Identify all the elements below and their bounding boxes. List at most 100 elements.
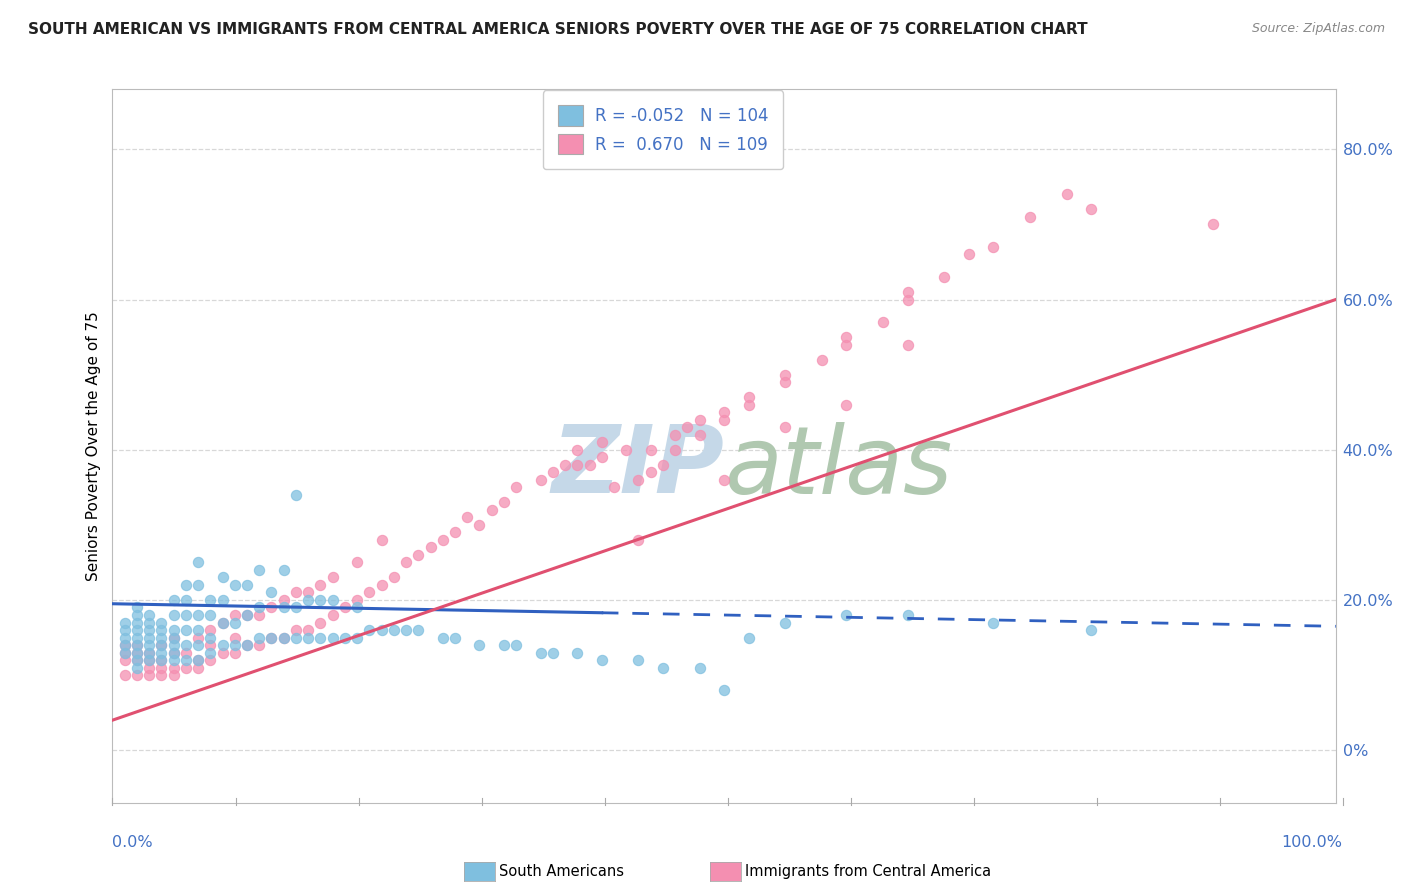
Point: [174, 646, 197, 660]
Point: [627, 533, 650, 547]
Point: [627, 653, 650, 667]
Point: [125, 638, 148, 652]
Point: [187, 660, 209, 674]
Point: [138, 653, 160, 667]
Point: [957, 247, 980, 261]
Point: [247, 600, 270, 615]
Point: [713, 413, 735, 427]
Point: [297, 623, 319, 637]
Point: [333, 631, 356, 645]
Point: [260, 600, 283, 615]
Point: [529, 646, 551, 660]
Point: [1018, 210, 1040, 224]
Point: [260, 631, 283, 645]
Point: [689, 660, 711, 674]
Y-axis label: Seniors Poverty Over the Age of 75: Seniors Poverty Over the Age of 75: [86, 311, 101, 581]
Point: [163, 668, 186, 682]
Point: [346, 593, 368, 607]
Point: [187, 653, 209, 667]
Point: [737, 631, 759, 645]
Point: [382, 570, 405, 584]
Point: [125, 646, 148, 660]
Point: [224, 638, 246, 652]
Point: [125, 668, 148, 682]
Point: [775, 420, 797, 434]
Point: [125, 623, 148, 637]
Point: [578, 458, 600, 472]
Point: [150, 653, 173, 667]
Point: [408, 548, 430, 562]
Point: [1080, 202, 1102, 217]
Point: [664, 442, 686, 457]
Point: [150, 668, 173, 682]
Point: [689, 413, 711, 427]
Point: [505, 638, 527, 652]
Point: [432, 533, 454, 547]
Point: [273, 593, 295, 607]
Point: [897, 285, 920, 299]
Point: [200, 646, 222, 660]
Point: [174, 578, 197, 592]
Point: [346, 631, 368, 645]
Point: [200, 623, 222, 637]
Point: [284, 488, 308, 502]
Point: [713, 473, 735, 487]
Point: [897, 293, 920, 307]
Point: [273, 631, 295, 645]
Point: [150, 615, 173, 630]
Point: [322, 570, 344, 584]
Point: [775, 368, 797, 382]
Point: [114, 615, 136, 630]
Point: [309, 593, 332, 607]
Point: [174, 607, 197, 622]
Point: [150, 638, 173, 652]
Point: [835, 330, 858, 344]
Text: ZIP: ZIP: [551, 421, 724, 514]
Point: [163, 638, 186, 652]
Point: [138, 623, 160, 637]
Point: [591, 653, 613, 667]
Point: [541, 465, 564, 479]
Point: [737, 390, 759, 404]
Point: [591, 450, 613, 465]
Point: [432, 631, 454, 645]
Point: [468, 638, 491, 652]
Point: [125, 600, 148, 615]
Point: [627, 473, 650, 487]
Text: atlas: atlas: [724, 422, 952, 513]
Point: [322, 607, 344, 622]
Point: [689, 427, 711, 442]
Point: [150, 638, 173, 652]
Point: [163, 593, 186, 607]
Point: [224, 607, 246, 622]
Point: [468, 517, 491, 532]
Point: [224, 631, 246, 645]
Point: [138, 638, 160, 652]
Point: [652, 458, 675, 472]
Point: [370, 533, 392, 547]
Point: [591, 435, 613, 450]
Point: [125, 653, 148, 667]
Point: [163, 631, 186, 645]
Point: [652, 660, 675, 674]
Legend: R = -0.052   N = 104, R =  0.670   N = 109: R = -0.052 N = 104, R = 0.670 N = 109: [543, 90, 783, 169]
Point: [309, 631, 332, 645]
Point: [456, 510, 478, 524]
Point: [163, 660, 186, 674]
Point: [737, 398, 759, 412]
Point: [664, 427, 686, 442]
Point: [897, 607, 920, 622]
Point: [125, 660, 148, 674]
Point: [835, 398, 858, 412]
Point: [640, 465, 662, 479]
Text: Immigrants from Central America: Immigrants from Central America: [745, 864, 991, 879]
Point: [603, 480, 626, 494]
Point: [163, 646, 186, 660]
Point: [114, 646, 136, 660]
Point: [200, 631, 222, 645]
Point: [322, 593, 344, 607]
Point: [872, 315, 894, 329]
Point: [346, 600, 368, 615]
Point: [150, 631, 173, 645]
Point: [163, 653, 186, 667]
